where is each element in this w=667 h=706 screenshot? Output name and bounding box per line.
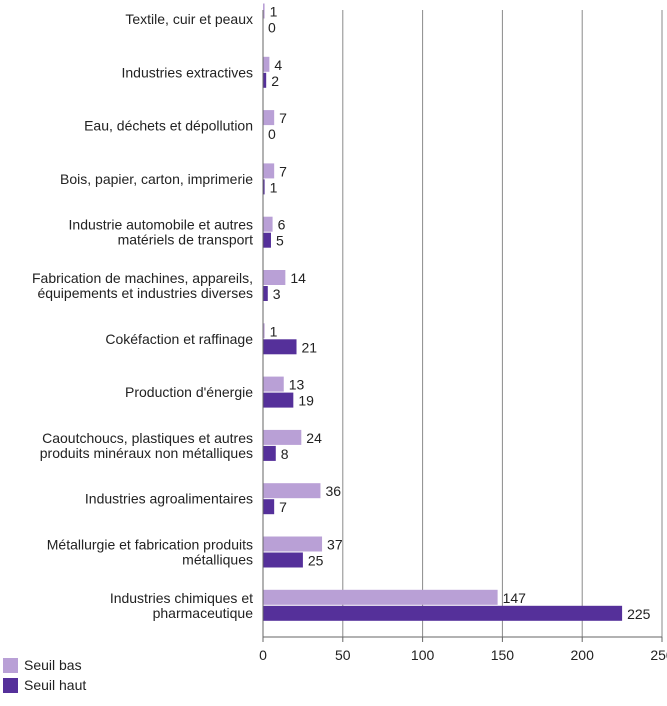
x-tick-label: 0 [259,647,267,663]
data-label: 0 [268,126,276,142]
data-label: 19 [298,393,314,409]
data-label: 1 [270,4,278,20]
category-label: Production d'énergie [125,384,253,400]
category-label: métalliques [182,552,253,568]
category-label: Caoutchoucs, plastiques et autres [42,430,253,446]
x-tick-label: 150 [491,647,515,663]
bar-seuil-bas [263,110,275,126]
data-label: 1 [270,179,278,195]
bars-layer [263,3,623,621]
legend-swatch [3,678,18,693]
x-tick-label: 200 [571,647,595,663]
grid-layer [342,10,663,637]
category-label: Cokéfaction et raffinage [105,331,253,347]
data-label: 1 [270,323,278,339]
bar-seuil-bas [263,323,265,339]
legend-label: Seuil bas [24,657,82,673]
bar-seuil-haut [263,605,623,621]
x-axis: 050100150200250 [259,10,667,663]
category-label: pharmaceutique [153,605,254,621]
bar-seuil-haut [263,339,297,355]
data-label: 7 [279,499,287,515]
data-label: 2 [271,73,279,89]
bar-seuil-haut [263,552,303,568]
category-label: produits minéraux non métalliques [40,445,253,461]
category-label: Industries chimiques et [110,590,253,606]
category-label: Eau, déchets et dépollution [84,118,253,134]
bar-seuil-haut [263,232,271,248]
data-label: 14 [290,270,306,286]
bar-seuil-haut [263,179,265,195]
legend-swatch [3,658,18,673]
data-label: 37 [327,537,343,553]
data-label: 147 [503,590,527,606]
category-label: Fabrication de machines, appareils, [32,270,253,286]
data-label: 225 [627,606,651,622]
x-tick-label: 250 [650,647,667,663]
data-label: 4 [274,57,282,73]
x-tick-label: 50 [335,647,351,663]
bar-seuil-haut [263,445,276,461]
data-label: 6 [278,217,286,233]
bar-seuil-haut [263,286,268,301]
bar-seuil-haut [263,392,294,408]
bar-seuil-bas [263,429,302,445]
data-label: 36 [325,483,341,499]
bar-seuil-haut [263,499,275,515]
bar-seuil-bas [263,3,265,19]
legend: Seuil bas Seuil haut [3,657,86,693]
data-label: 7 [279,163,287,179]
bar-seuil-haut [263,72,267,88]
data-label: 0 [268,20,276,36]
data-label: 24 [306,430,322,446]
x-tick-label: 100 [411,647,435,663]
data-label: 5 [276,233,284,249]
bar-seuil-bas [263,536,323,552]
category-label: Bois, papier, carton, imprimerie [60,171,253,187]
data-label: 8 [281,446,289,462]
bar-seuil-bas [263,483,321,499]
bar-seuil-bas [263,216,273,232]
bar-seuil-bas [263,56,270,72]
category-label: matériels de transport [118,232,254,248]
data-label: 25 [308,553,324,569]
bar-seuil-bas [263,589,498,605]
category-label: Métallurgie et fabrication produits [47,537,253,553]
legend-label: Seuil haut [24,677,86,693]
data-label: 21 [302,339,318,355]
data-label: 7 [279,110,287,126]
data-label: 13 [289,377,305,393]
category-label: Industries extractives [122,64,254,80]
data-label: 3 [273,286,281,302]
category-label: Textile, cuir et peaux [125,11,253,27]
bar-seuil-bas [263,163,275,179]
category-label: équipements et industries diverses [37,285,253,301]
category-label: Industrie automobile et autres [69,217,253,233]
bar-seuil-bas [263,270,286,285]
category-label: Industries agroalimentaires [85,491,253,507]
bar-seuil-bas [263,376,284,392]
